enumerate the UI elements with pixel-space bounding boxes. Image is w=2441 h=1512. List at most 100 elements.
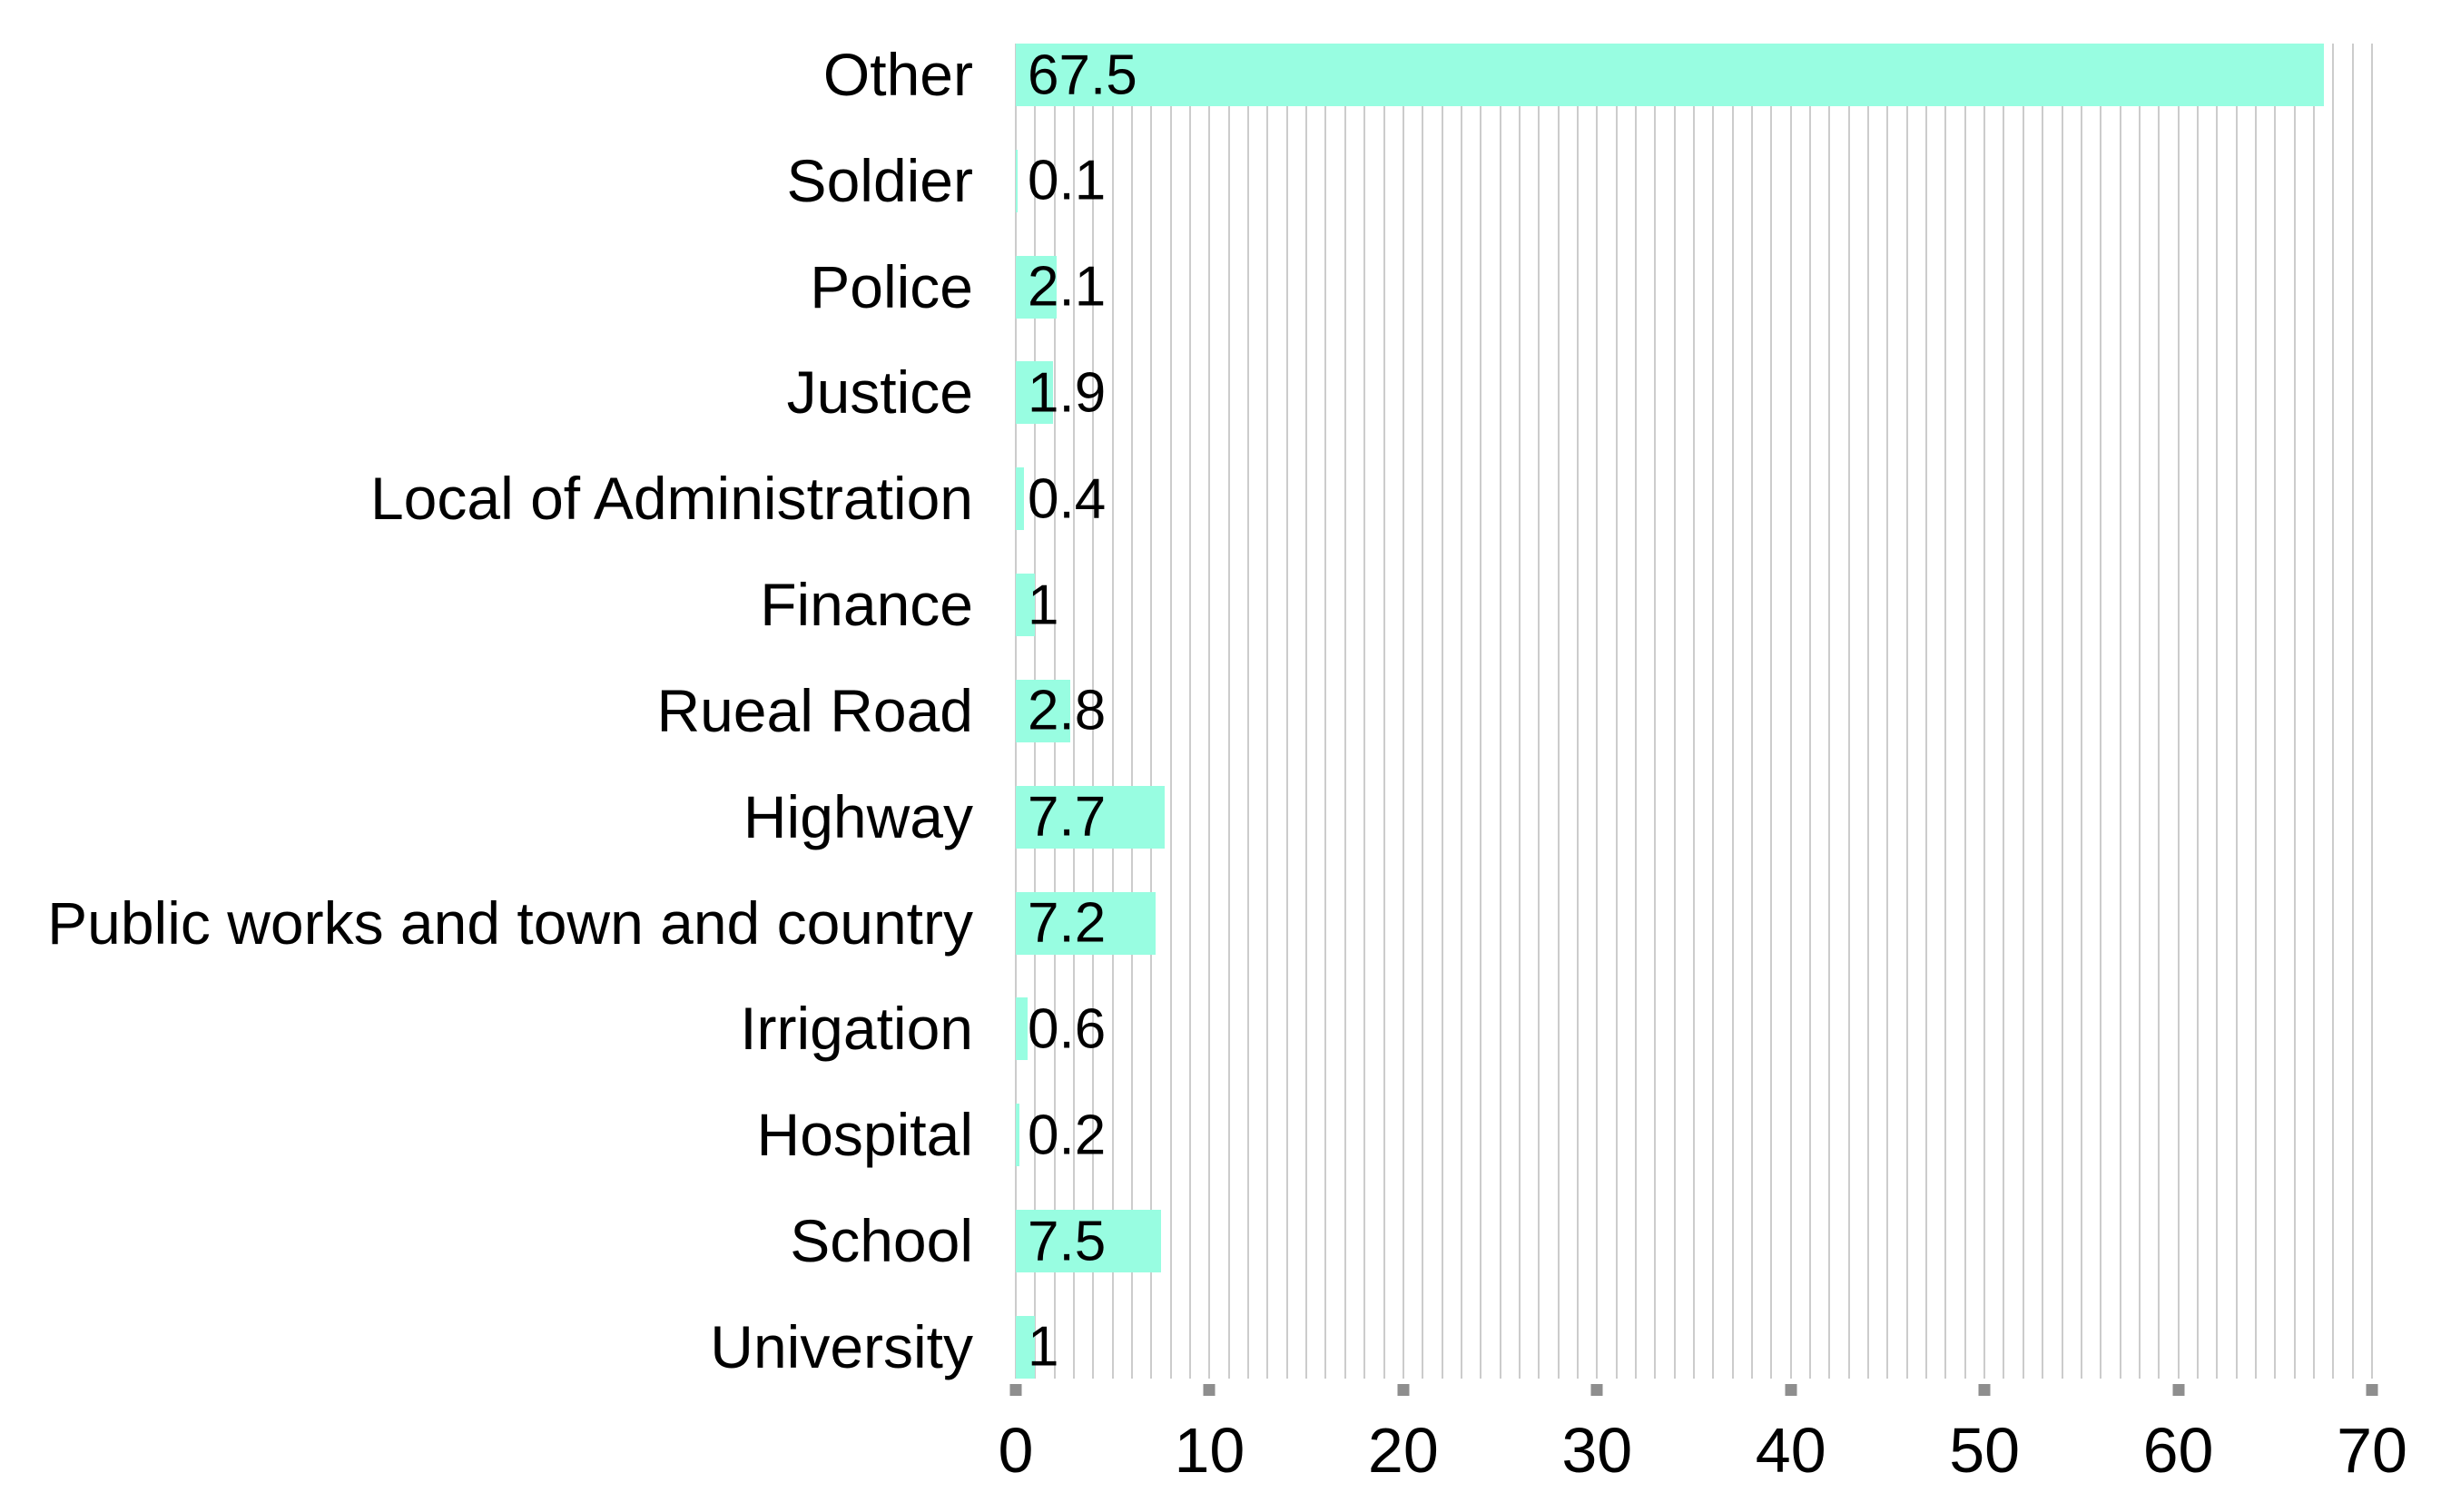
x-tick-label: 20 — [1367, 1415, 1439, 1486]
grid-line — [2332, 44, 2335, 1379]
y-axis-category-labels: Other Soldier Police Justice Local of Admini… — [0, 44, 1016, 1379]
bar-row: 0.1 — [1016, 149, 2372, 212]
grid-line — [1944, 44, 1947, 1379]
bar-row: 1.9 — [1016, 361, 2372, 425]
grid-line — [1208, 44, 1211, 1379]
bar-row: 1 — [1016, 574, 2372, 637]
category-label: Local of Administration — [369, 465, 973, 533]
grid-line — [1634, 44, 1637, 1379]
grid-line — [2312, 44, 2315, 1379]
bar-value-label: 1.9 — [1028, 361, 1107, 425]
bar — [1016, 891, 1156, 955]
bar-value-label: 7.7 — [1028, 785, 1107, 849]
bar — [1016, 255, 1057, 319]
bar — [1016, 467, 1024, 531]
grid-line — [1925, 44, 1928, 1379]
bar-value-label: 67.5 — [1028, 44, 1137, 106]
grid-line — [1150, 44, 1153, 1379]
grid-line — [2293, 44, 2296, 1379]
bar-value-label: 0.6 — [1028, 997, 1107, 1061]
bar-row: 7.7 — [1016, 785, 2372, 849]
grid-line — [1441, 44, 1443, 1379]
grid-line — [1905, 44, 1908, 1379]
category-label: School — [790, 1207, 973, 1275]
grid-line — [1809, 44, 1812, 1379]
grid-line — [1789, 44, 1792, 1379]
bar-row: 1 — [1016, 1315, 2372, 1379]
grid-line — [1518, 44, 1521, 1379]
grid-line — [2351, 44, 2354, 1379]
grid-line — [2138, 44, 2141, 1379]
bar-value-label: 0.2 — [1028, 1104, 1107, 1167]
grid-line — [1731, 44, 1734, 1379]
grid-line — [1344, 44, 1346, 1379]
bar-row: 0.6 — [1016, 997, 2372, 1061]
x-tick-label: 0 — [998, 1415, 1034, 1486]
grid-line — [1983, 44, 1986, 1379]
category-label: Soldier — [786, 146, 973, 214]
grid-line — [1305, 44, 1308, 1379]
bar-value-label: 0.1 — [1028, 149, 1107, 212]
bar-row: 67.5 — [1016, 44, 2372, 106]
x-tick-mark — [1397, 1384, 1410, 1396]
grid-line — [1867, 44, 1870, 1379]
bar — [1016, 785, 1166, 849]
grid-line — [1538, 44, 1540, 1379]
grid-line — [1169, 44, 1172, 1379]
bar-rows: 67.5 0.1 2.1 1.9 0.4 1 2.8 7.7 7.2 0.6 0… — [1016, 44, 2372, 1379]
grid-line — [2196, 44, 2199, 1379]
grid-line — [1596, 44, 1599, 1379]
x-tick-mark — [1203, 1384, 1216, 1396]
x-tick-mark — [1590, 1384, 1603, 1396]
x-axis: 0 10 20 30 40 50 60 70 — [999, 1379, 2407, 1512]
bar — [1016, 1210, 1162, 1273]
category-label: University — [710, 1312, 973, 1380]
grid-line — [2042, 44, 2044, 1379]
bar-row: 2.8 — [1016, 679, 2372, 742]
grid-line — [2003, 44, 2005, 1379]
grid-line — [1673, 44, 1676, 1379]
grid-line — [2100, 44, 2102, 1379]
grid-line — [1189, 44, 1192, 1379]
bar-value-label: 7.2 — [1028, 891, 1107, 955]
bar-row: 7.5 — [1016, 1210, 2372, 1273]
grid-line — [1092, 44, 1095, 1379]
category-label: Justice — [786, 358, 973, 427]
grid-line — [2177, 44, 2180, 1379]
grid-line — [1654, 44, 1657, 1379]
grid-line — [1557, 44, 1560, 1379]
grid-line — [2061, 44, 2063, 1379]
grid-line — [1402, 44, 1404, 1379]
x-tick-label: 40 — [1755, 1415, 1826, 1486]
x-tick-mark — [2172, 1384, 2185, 1396]
grid-line — [1131, 44, 1134, 1379]
plot-area: 67.5 0.1 2.1 1.9 0.4 1 2.8 7.7 7.2 0.6 0… — [1015, 44, 2373, 1379]
category-label: Public works and town and country — [47, 889, 973, 957]
bar-row: 0.4 — [1016, 467, 2372, 531]
bar — [1016, 361, 1053, 425]
grid-line — [1480, 44, 1482, 1379]
bar-value-label: 1 — [1028, 574, 1059, 637]
grid-line — [1111, 44, 1114, 1379]
bar-value-label: 0.4 — [1028, 467, 1107, 531]
grid-line — [1383, 44, 1385, 1379]
x-tick-mark — [1785, 1384, 1797, 1396]
grid-line — [2022, 44, 2024, 1379]
grid-line — [1751, 44, 1754, 1379]
grid-line — [1227, 44, 1230, 1379]
grid-line — [2080, 44, 2082, 1379]
x-tick-label: 60 — [2142, 1415, 2214, 1486]
bar-value-label: 2.8 — [1028, 679, 1107, 742]
grid-line — [2274, 44, 2277, 1379]
bar — [1016, 44, 2324, 106]
grid-line — [2158, 44, 2160, 1379]
category-label: Rueal Road — [656, 676, 973, 744]
grid-line — [1247, 44, 1250, 1379]
x-tick-mark — [2366, 1384, 2378, 1396]
grid-line — [1576, 44, 1579, 1379]
grid-line — [1964, 44, 1966, 1379]
grid-line — [2235, 44, 2238, 1379]
grid-line — [1847, 44, 1850, 1379]
grid-line — [2254, 44, 2257, 1379]
x-tick-mark — [1009, 1384, 1022, 1396]
